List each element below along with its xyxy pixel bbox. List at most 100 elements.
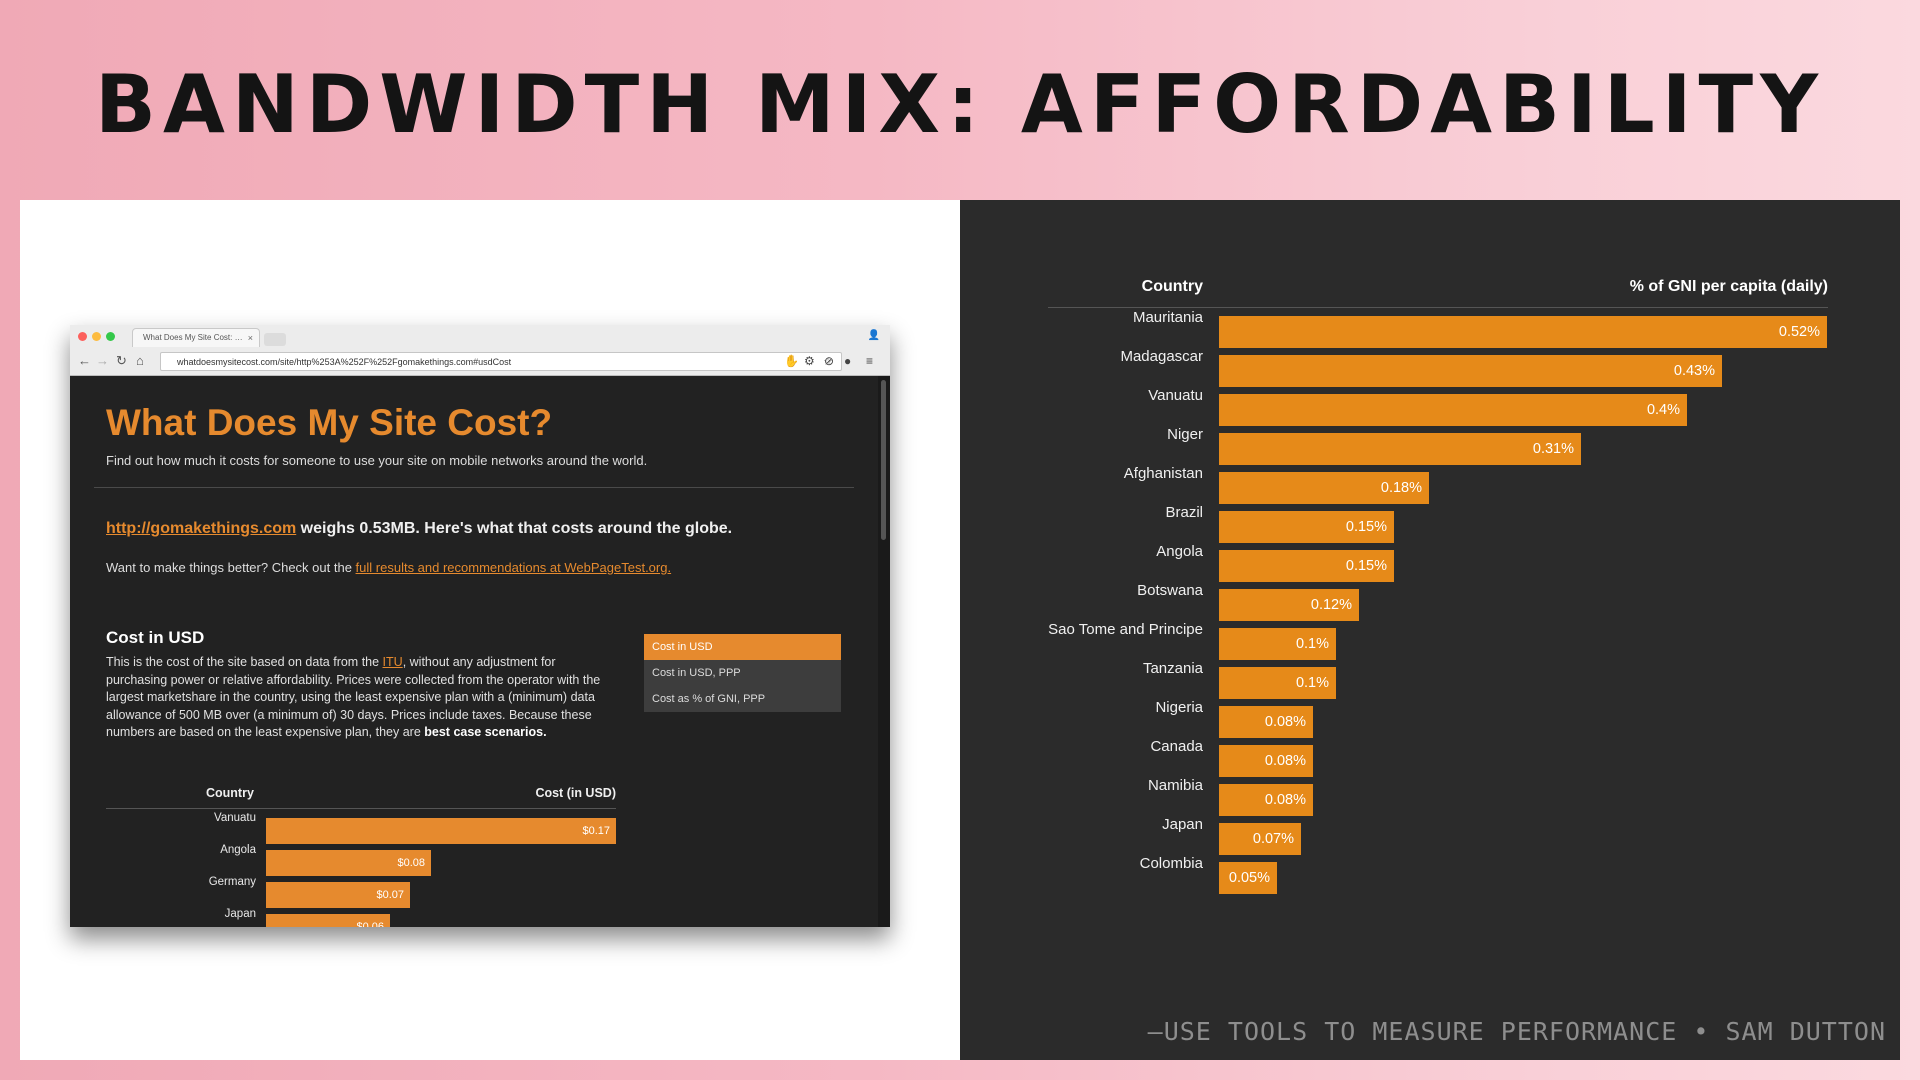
- gni-header-rule: [1048, 307, 1828, 308]
- gni-bar-brazil: 0.15%: [1219, 511, 1394, 543]
- slide-title: BANDWIDTH MIX: AFFORDABILITY: [94, 58, 1826, 151]
- window-close-dot[interactable]: [78, 332, 87, 341]
- mini-bar-germany: $0.07: [266, 882, 410, 908]
- cost-description: This is the cost of the site based on da…: [106, 654, 614, 742]
- mini-col-country: Country: [206, 786, 254, 800]
- gni-bar-madagascar: 0.43%: [1219, 355, 1722, 387]
- mini-value-label: $0.08: [397, 857, 425, 869]
- gni-label-canada: Canada: [1150, 738, 1203, 755]
- menu-icon[interactable]: ≡: [866, 354, 874, 368]
- gni-bar-angola: 0.15%: [1219, 550, 1394, 582]
- window-minimize-dot[interactable]: [92, 332, 101, 341]
- recommendation-line: Want to make things better? Check out th…: [106, 560, 671, 575]
- gni-value-label: 0.4%: [1646, 402, 1680, 418]
- gni-chart: Country % of GNI per capita (daily) Maur…: [1048, 270, 1848, 894]
- gni-bar-colombia: 0.05%: [1219, 862, 1277, 894]
- window-maximize-dot[interactable]: [106, 332, 115, 341]
- footer-credit: –USE TOOLS TO MEASURE PERFORMANCE • SAM …: [1147, 1017, 1886, 1046]
- gni-label-sao-tome-and-principe: Sao Tome and Principe: [1048, 621, 1203, 638]
- cost-heading: Cost in USD: [106, 628, 205, 647]
- gni-bar-niger: 0.31%: [1219, 433, 1581, 465]
- result-line: http://gomakethings.com weighs 0.53MB. H…: [106, 520, 732, 538]
- gni-label-afghanistan: Afghanistan: [1123, 465, 1203, 482]
- gni-value-label: 0.15%: [1345, 558, 1387, 574]
- web-page: What Does My Site Cost? Find out how muc…: [70, 376, 878, 927]
- webpagetest-link[interactable]: full results and recommendations at WebP…: [355, 560, 672, 575]
- gni-value-label: 0.15%: [1345, 519, 1387, 535]
- url-text: whatdoesmysitecost.com/site/http%253A%25…: [177, 357, 512, 367]
- address-bar[interactable]: whatdoesmysitecost.com/site/http%253A%25…: [160, 352, 842, 371]
- profile-icon[interactable]: 👤: [867, 330, 880, 341]
- gni-col-value: % of GNI per capita (daily): [1629, 278, 1828, 295]
- mini-col-value: Cost (in USD): [535, 786, 616, 800]
- gni-label-nigeria: Nigeria: [1155, 699, 1203, 716]
- new-tab-button[interactable]: [264, 333, 286, 346]
- gni-bar-namibia: 0.08%: [1219, 784, 1313, 816]
- browser-toolbar: ← → ↻ ⌂ whatdoesmysitecost.com/site/http…: [70, 349, 890, 375]
- desc-text-2: , without any adjustment for purchasing …: [106, 655, 601, 740]
- back-arrow-icon[interactable]: ←: [78, 353, 91, 368]
- gni-bar-japan: 0.07%: [1219, 823, 1301, 855]
- browser-chrome: What Does My Site Cost: … × 👤 ← → ↻ ⌂ wh…: [70, 325, 890, 376]
- gni-col-country: Country: [1141, 278, 1203, 295]
- forward-arrow-icon[interactable]: →: [96, 353, 109, 368]
- gni-value-label: 0.08%: [1264, 753, 1306, 769]
- gni-value-label: 0.52%: [1778, 324, 1820, 340]
- gni-value-label: 0.18%: [1380, 480, 1422, 496]
- mode-button-usd-ppp[interactable]: Cost in USD, PPP: [644, 660, 841, 686]
- mini-value-label: $0.06: [356, 921, 384, 927]
- left-panel: What Does My Site Cost: … × 👤 ← → ↻ ⌂ wh…: [20, 200, 960, 1060]
- page-scrollbar[interactable]: [878, 376, 890, 927]
- gni-label-colombia: Colombia: [1139, 855, 1203, 872]
- gni-value-label: 0.1%: [1295, 636, 1329, 652]
- gni-bar-nigeria: 0.08%: [1219, 706, 1313, 738]
- gni-bar-mauritania: 0.52%: [1219, 316, 1827, 348]
- mini-label-vanuatu: Vanuatu: [214, 812, 256, 824]
- gni-value-label: 0.08%: [1264, 792, 1306, 808]
- gni-bar-canada: 0.08%: [1219, 745, 1313, 777]
- gni-label-japan: Japan: [1162, 816, 1203, 833]
- scroll-thumb[interactable]: [881, 380, 886, 540]
- gni-label-tanzania: Tanzania: [1142, 660, 1203, 677]
- mini-value-label: $0.07: [376, 889, 404, 901]
- gni-bar-tanzania: 0.1%: [1219, 667, 1336, 699]
- gni-value-label: 0.12%: [1310, 597, 1352, 613]
- gni-value-label: 0.08%: [1264, 714, 1306, 730]
- reload-icon[interactable]: ↻: [116, 353, 127, 368]
- browser-tab[interactable]: What Does My Site Cost: … ×: [132, 328, 260, 347]
- mode-button-usd[interactable]: Cost in USD: [644, 634, 841, 660]
- bookmark-star-icon[interactable]: ☆: [823, 356, 833, 368]
- gni-value-label: 0.05%: [1228, 870, 1270, 886]
- home-icon[interactable]: ⌂: [136, 353, 144, 368]
- site-subtitle: Find out how much it costs for someone t…: [106, 453, 648, 468]
- mini-value-label: $0.17: [582, 825, 610, 837]
- gni-label-vanuatu: Vanuatu: [1148, 387, 1203, 404]
- gni-value-label: 0.31%: [1532, 441, 1574, 457]
- mode-button-gni-ppp[interactable]: Cost as % of GNI, PPP: [644, 686, 841, 712]
- extension-icon[interactable]: ✋: [784, 354, 799, 368]
- block-icon[interactable]: ⊘: [824, 354, 835, 368]
- result-text: weighs 0.53MB. Here's what that costs ar…: [296, 520, 733, 537]
- divider: [94, 487, 854, 488]
- gni-label-brazil: Brazil: [1165, 504, 1203, 521]
- gni-value-label: 0.07%: [1252, 831, 1294, 847]
- gni-label-namibia: Namibia: [1147, 777, 1203, 794]
- settings-gear-icon[interactable]: ⚙: [804, 354, 815, 368]
- mini-header-rule: [106, 808, 616, 809]
- itu-link[interactable]: ITU: [382, 655, 403, 669]
- mini-label-germany: Germany: [208, 876, 256, 888]
- extension-circle-icon[interactable]: ●: [844, 354, 852, 368]
- gni-bar-vanuatu: 0.4%: [1219, 394, 1687, 426]
- site-title: What Does My Site Cost?: [106, 402, 553, 443]
- mini-bar-vanuatu: $0.17: [266, 818, 616, 844]
- tab-close-icon[interactable]: ×: [247, 333, 253, 343]
- mini-label-japan: Japan: [224, 908, 256, 920]
- analyzed-site-link[interactable]: http://gomakethings.com: [106, 520, 297, 537]
- desc-text-1: This is the cost of the site based on da…: [106, 655, 383, 669]
- mini-bar-angola: $0.08: [266, 850, 431, 876]
- gni-label-angola: Angola: [1156, 543, 1203, 560]
- gni-bar-sao-tome-and-principe: 0.1%: [1219, 628, 1336, 660]
- gni-value-label: 0.43%: [1673, 363, 1715, 379]
- mini-label-angola: Angola: [220, 844, 256, 856]
- mini-bar-japan: $0.06: [266, 914, 390, 927]
